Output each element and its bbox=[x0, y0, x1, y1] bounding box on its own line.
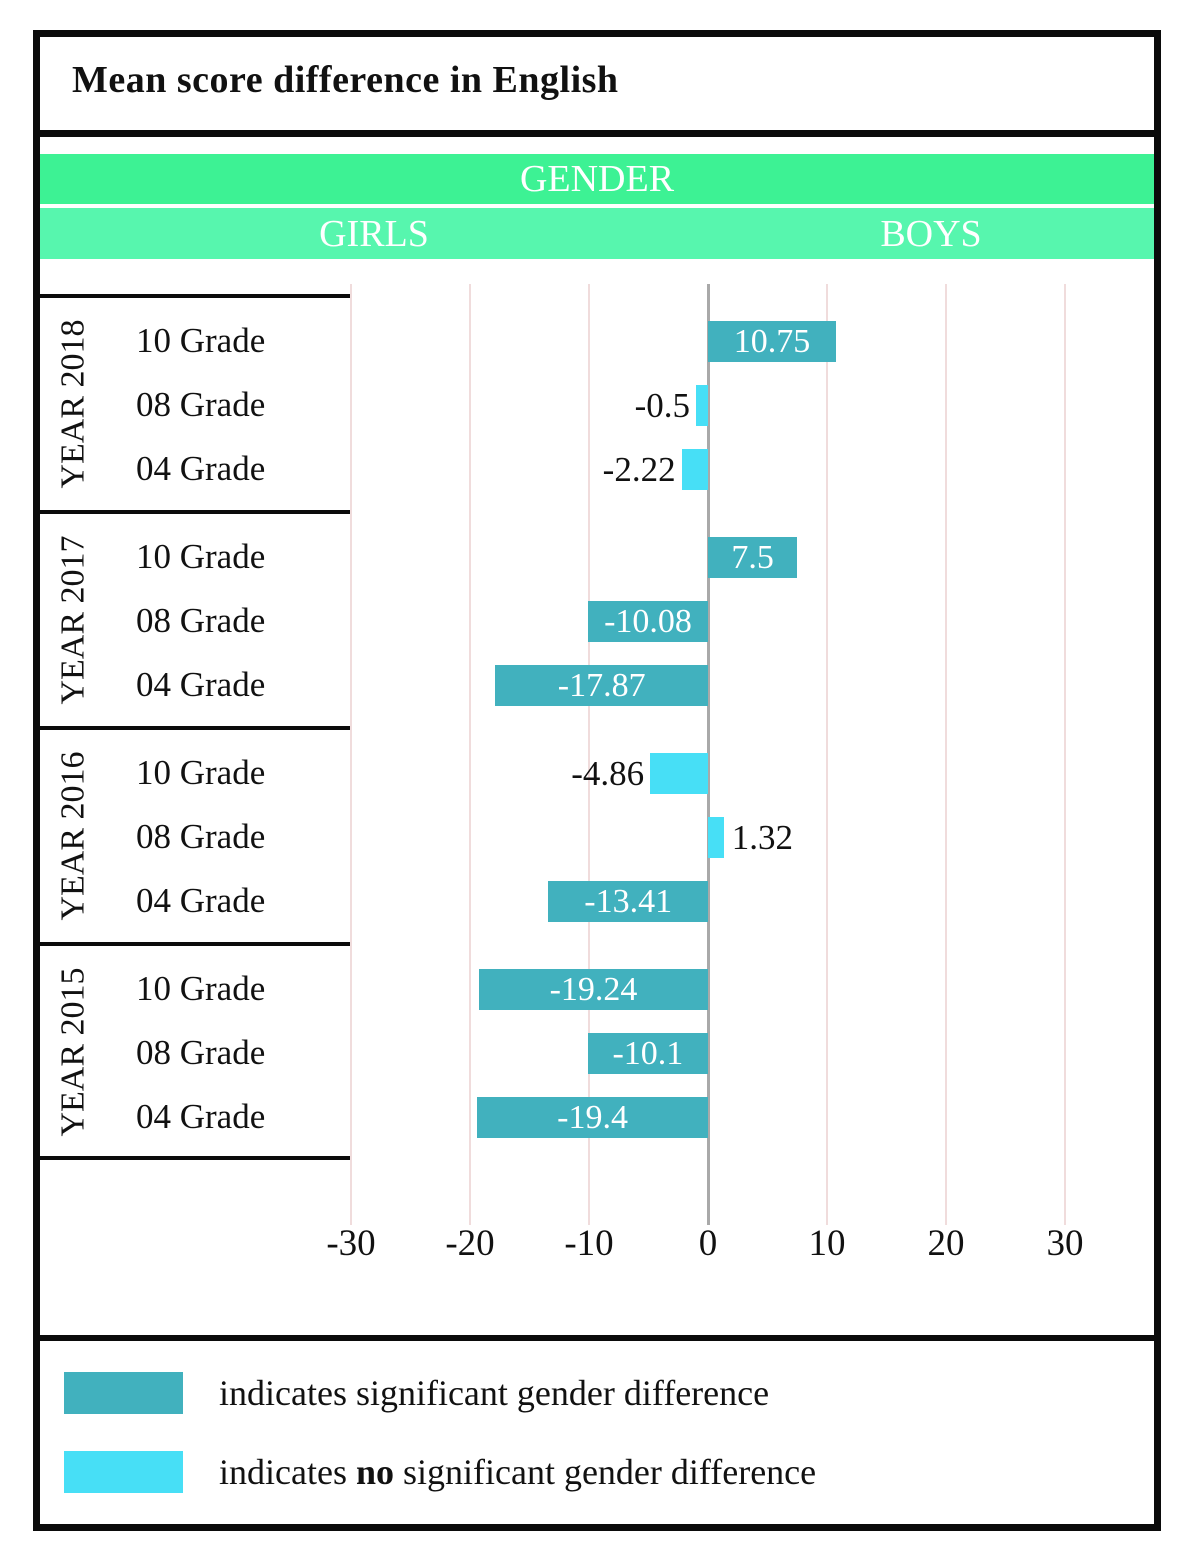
bar bbox=[696, 384, 708, 426]
year-divider bbox=[37, 294, 350, 298]
gridline bbox=[350, 284, 352, 1225]
bar: -10.08 bbox=[588, 600, 708, 642]
axis-tick-label: 10 bbox=[808, 1223, 846, 1264]
gridline bbox=[588, 284, 590, 1225]
bar: -13.41 bbox=[548, 880, 708, 922]
grade-label: 04 Grade bbox=[136, 449, 266, 488]
grade-label: 08 Grade bbox=[136, 817, 266, 856]
grade-label: 10 Grade bbox=[136, 321, 266, 360]
bar-value-label: 10.75 bbox=[733, 322, 811, 360]
axis-tick-label: 30 bbox=[1046, 1223, 1084, 1264]
axis-tick-label: 20 bbox=[927, 1223, 965, 1264]
grade-label: 08 Grade bbox=[136, 385, 266, 424]
axis-tick-label: -20 bbox=[445, 1223, 495, 1264]
year-divider bbox=[37, 726, 350, 730]
axis-tick-label: 0 bbox=[698, 1223, 718, 1264]
year-divider bbox=[37, 510, 350, 514]
gridline bbox=[1064, 284, 1066, 1225]
legend-text-significant: indicates significant gender difference bbox=[219, 1373, 770, 1413]
bar: -19.24 bbox=[479, 968, 708, 1010]
bar-value-label: -10.08 bbox=[604, 602, 692, 640]
bar-value-label: -10.1 bbox=[612, 1034, 684, 1072]
chart-title: Mean score difference in English bbox=[72, 59, 619, 101]
bar bbox=[681, 448, 708, 490]
bar bbox=[650, 752, 708, 794]
year-label: YEAR 2015 bbox=[52, 944, 96, 1160]
grade-label: 08 Grade bbox=[136, 1033, 266, 1072]
year-divider bbox=[37, 1156, 350, 1160]
bar-value-label: -4.86 bbox=[571, 753, 645, 793]
figure-border bbox=[33, 30, 1161, 1531]
year-divider bbox=[37, 942, 350, 946]
year-label-text: YEAR 2018 bbox=[55, 319, 92, 489]
bar-value-label: 7.5 bbox=[731, 538, 774, 576]
girls-header-cell: GIRLS bbox=[40, 208, 708, 259]
gridline bbox=[826, 284, 828, 1225]
bar-value-label: -2.22 bbox=[602, 449, 676, 489]
year-label: YEAR 2018 bbox=[52, 296, 96, 512]
legend-separator bbox=[33, 1335, 1161, 1341]
legend-swatch-not-significant bbox=[64, 1451, 183, 1493]
grade-label: 10 Grade bbox=[136, 753, 266, 792]
bar: -17.87 bbox=[495, 664, 708, 706]
legend-swatch-significant bbox=[64, 1372, 183, 1414]
bar: 7.5 bbox=[708, 536, 798, 578]
grade-label: 04 Grade bbox=[136, 1097, 266, 1136]
year-label: YEAR 2017 bbox=[52, 512, 96, 728]
gender-header-band: GENDER bbox=[40, 154, 1154, 204]
axis-tick-label: -30 bbox=[326, 1223, 376, 1264]
grade-label: 04 Grade bbox=[136, 665, 266, 704]
bar-value-label: -13.41 bbox=[584, 882, 673, 920]
year-label-text: YEAR 2017 bbox=[55, 535, 92, 705]
bar-value-label: -0.5 bbox=[634, 385, 690, 425]
year-label-text: YEAR 2015 bbox=[55, 967, 92, 1137]
gender-header-label: GENDER bbox=[519, 158, 675, 200]
boys-header-label: BOYS bbox=[880, 212, 982, 255]
grade-label: 10 Grade bbox=[136, 969, 266, 1008]
girls-boys-header-band: GIRLS BOYS bbox=[40, 208, 1154, 259]
bar bbox=[708, 816, 724, 858]
axis-tick-label: -10 bbox=[564, 1223, 614, 1264]
gridline bbox=[945, 284, 947, 1225]
bar-value-label: -19.4 bbox=[557, 1098, 628, 1136]
boys-header-cell: BOYS bbox=[708, 208, 1154, 259]
zero-gridline bbox=[706, 284, 710, 1225]
grade-label: 10 Grade bbox=[136, 537, 266, 576]
year-label: YEAR 2016 bbox=[52, 728, 96, 944]
year-label-text: YEAR 2016 bbox=[55, 751, 92, 921]
grade-label: 08 Grade bbox=[136, 601, 266, 640]
title-separator bbox=[33, 130, 1161, 137]
bar: 10.75 bbox=[708, 320, 836, 362]
girls-header-label: GIRLS bbox=[319, 212, 429, 255]
bar-value-label: -19.24 bbox=[549, 970, 638, 1008]
bar-value-label: 1.32 bbox=[731, 817, 793, 857]
gridline bbox=[469, 284, 471, 1225]
grade-label: 04 Grade bbox=[136, 881, 266, 920]
bar-value-label: -17.87 bbox=[557, 666, 646, 704]
bar: -19.4 bbox=[477, 1096, 708, 1138]
legend-text-not-significant: indicates no significant gender differen… bbox=[219, 1452, 817, 1492]
bar: -10.1 bbox=[587, 1032, 708, 1074]
